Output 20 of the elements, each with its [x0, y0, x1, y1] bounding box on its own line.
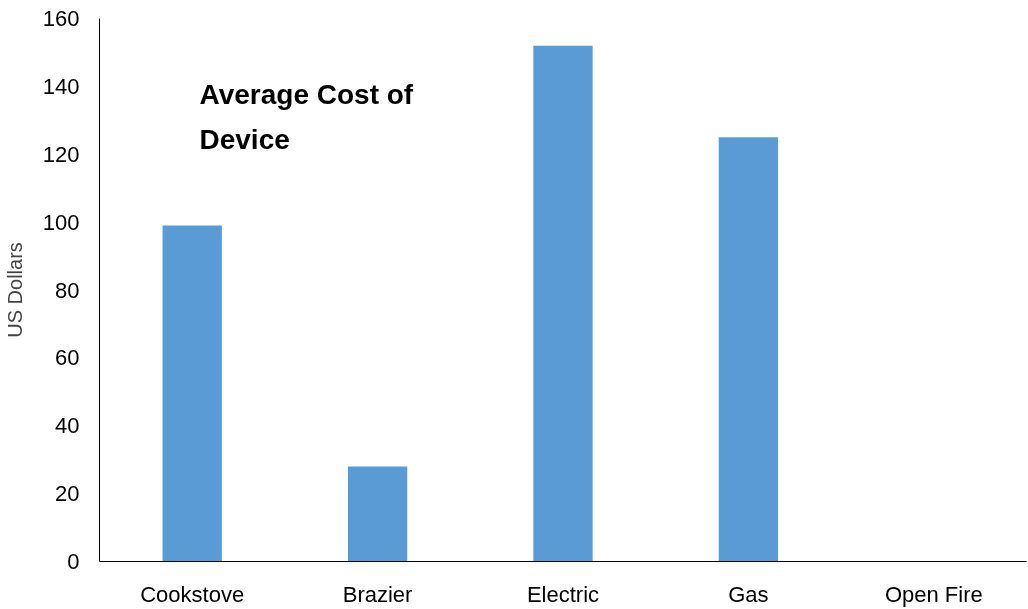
y-tick-label: 160: [42, 6, 80, 31]
x-tick-label: Electric: [526, 581, 600, 607]
x-tick-label: Gas: [728, 581, 769, 607]
y-tick-label: 20: [55, 481, 80, 507]
y-tick-label: 140: [42, 73, 80, 99]
bar: [162, 225, 222, 562]
bar: [533, 45, 593, 562]
y-tick-label: 80: [55, 277, 80, 303]
y-tick-label: 120: [42, 141, 80, 167]
bar: [718, 137, 779, 562]
y-tick-label: 60: [55, 345, 80, 371]
x-tick-label: Brazier: [342, 581, 413, 607]
bar: [347, 466, 408, 562]
x-tick-label: Cookstove: [140, 581, 245, 607]
y-tick-label: 40: [55, 413, 80, 439]
text: Average Cost of Device: [199, 78, 414, 155]
y-tick-label: 0: [67, 549, 80, 574]
x-tick-label: Open Fire: [884, 581, 983, 607]
y-tick-label: 100: [42, 209, 80, 235]
y-axis-title: US Dollars: [3, 242, 26, 338]
